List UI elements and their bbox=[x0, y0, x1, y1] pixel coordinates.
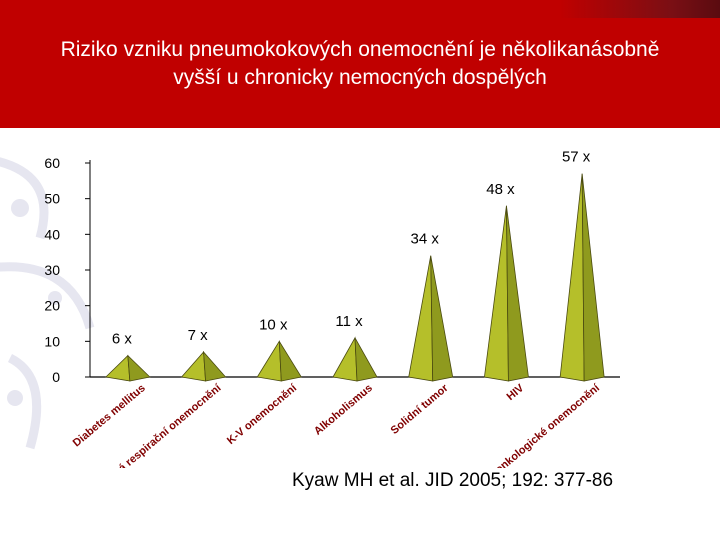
y-tick-label: 0 bbox=[52, 369, 60, 385]
data-label: 57 x bbox=[562, 149, 591, 166]
y-tick-label: 30 bbox=[44, 262, 60, 278]
cone-bar-face bbox=[408, 255, 434, 382]
y-tick-label: 20 bbox=[44, 298, 60, 314]
y-tick-label: 10 bbox=[44, 333, 60, 349]
cone-bar-face bbox=[180, 351, 207, 382]
y-tick-label: 50 bbox=[44, 191, 60, 207]
cone-bar-face bbox=[105, 354, 131, 382]
banner-accent bbox=[560, 0, 720, 18]
title-banner bbox=[0, 0, 720, 128]
y-tick-label: 60 bbox=[44, 155, 60, 171]
cone-bar-face bbox=[256, 340, 282, 382]
slide-title: Riziko vzniku pneumokokových onemocnění … bbox=[20, 36, 700, 92]
cone-bar-shade bbox=[278, 341, 302, 382]
category-label: Solidní tumor bbox=[389, 382, 452, 437]
cone-bar-face bbox=[332, 336, 358, 382]
category-label: Diabetes mellitus bbox=[71, 382, 148, 449]
cone-bar-shade bbox=[127, 354, 151, 382]
cone-bar-shade bbox=[354, 337, 378, 382]
data-label: 6 x bbox=[112, 331, 133, 348]
cone-bar-face bbox=[483, 205, 509, 382]
cone-bar-face bbox=[559, 173, 585, 382]
data-label: 11 x bbox=[335, 313, 363, 330]
cone-bar-shade bbox=[581, 173, 605, 382]
data-label: 48 x bbox=[486, 181, 515, 198]
cone-bar-shade bbox=[203, 350, 227, 382]
slide-title-line-2: vyšší u chronicky nemocných dospělých bbox=[173, 66, 547, 89]
data-label: 10 x bbox=[259, 316, 288, 333]
category-label: Hematoonkologické onemocnění bbox=[462, 382, 602, 468]
category-label: K-V onemocnění bbox=[225, 382, 300, 448]
cone-bar-shade bbox=[506, 205, 529, 382]
data-label: 7 x bbox=[188, 327, 209, 344]
citation: Kyaw MH et al. JID 2005; 192: 377-86 bbox=[292, 470, 614, 491]
category-label: Alkoholismus bbox=[312, 382, 375, 438]
slide-title-line-1: Riziko vzniku pneumokokových onemocnění … bbox=[60, 38, 660, 61]
cone-bar-shade bbox=[430, 255, 454, 382]
y-tick-label: 40 bbox=[44, 226, 60, 242]
data-label: 34 x bbox=[411, 231, 440, 248]
background-ornament bbox=[0, 157, 95, 450]
category-label: HIV bbox=[505, 382, 527, 403]
